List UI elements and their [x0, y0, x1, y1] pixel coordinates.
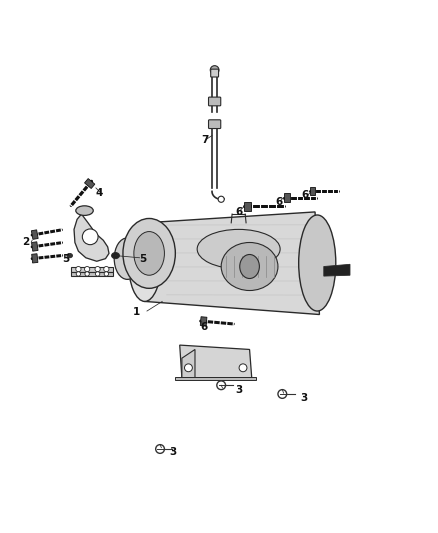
Text: 3: 3	[170, 447, 177, 457]
Circle shape	[278, 390, 287, 398]
Ellipse shape	[299, 215, 336, 311]
Polygon shape	[74, 214, 109, 261]
Text: 6: 6	[302, 190, 309, 200]
FancyBboxPatch shape	[208, 97, 221, 106]
FancyBboxPatch shape	[208, 120, 221, 128]
Text: 4: 4	[95, 188, 102, 198]
Ellipse shape	[112, 253, 120, 259]
Ellipse shape	[114, 238, 141, 279]
Polygon shape	[32, 242, 38, 251]
Circle shape	[95, 272, 100, 276]
Text: 6: 6	[235, 207, 242, 217]
Ellipse shape	[221, 243, 278, 290]
Circle shape	[217, 381, 226, 390]
FancyBboxPatch shape	[211, 69, 219, 77]
Circle shape	[218, 196, 224, 203]
Text: 3: 3	[300, 393, 308, 403]
Circle shape	[85, 272, 89, 276]
Polygon shape	[71, 272, 113, 276]
Polygon shape	[180, 345, 252, 378]
Ellipse shape	[128, 223, 161, 302]
Circle shape	[76, 266, 81, 272]
Text: 2: 2	[22, 238, 30, 247]
Circle shape	[155, 445, 164, 454]
Text: 6: 6	[200, 322, 207, 332]
Ellipse shape	[134, 231, 164, 275]
Circle shape	[104, 272, 109, 276]
Circle shape	[85, 266, 90, 272]
Polygon shape	[284, 193, 290, 202]
Ellipse shape	[123, 219, 175, 288]
Circle shape	[210, 66, 219, 75]
Polygon shape	[32, 254, 38, 263]
Text: 7: 7	[201, 135, 209, 145]
Polygon shape	[244, 202, 251, 211]
Polygon shape	[145, 212, 319, 314]
Circle shape	[76, 272, 81, 276]
Polygon shape	[175, 376, 256, 380]
Polygon shape	[85, 179, 95, 189]
Polygon shape	[71, 266, 113, 272]
Text: 5: 5	[62, 254, 69, 264]
Ellipse shape	[76, 206, 93, 215]
Polygon shape	[324, 264, 350, 276]
Circle shape	[95, 266, 100, 272]
Circle shape	[239, 364, 247, 372]
Circle shape	[104, 266, 109, 272]
Polygon shape	[32, 230, 38, 239]
Ellipse shape	[67, 253, 73, 258]
Text: 1: 1	[132, 308, 140, 317]
Ellipse shape	[240, 254, 259, 279]
Polygon shape	[200, 317, 207, 326]
Ellipse shape	[197, 229, 280, 269]
Circle shape	[184, 364, 192, 372]
Text: 5: 5	[139, 254, 146, 264]
Circle shape	[82, 229, 98, 245]
Text: 6: 6	[276, 197, 283, 207]
Polygon shape	[182, 350, 195, 378]
Polygon shape	[310, 187, 315, 195]
Text: 3: 3	[235, 385, 242, 394]
